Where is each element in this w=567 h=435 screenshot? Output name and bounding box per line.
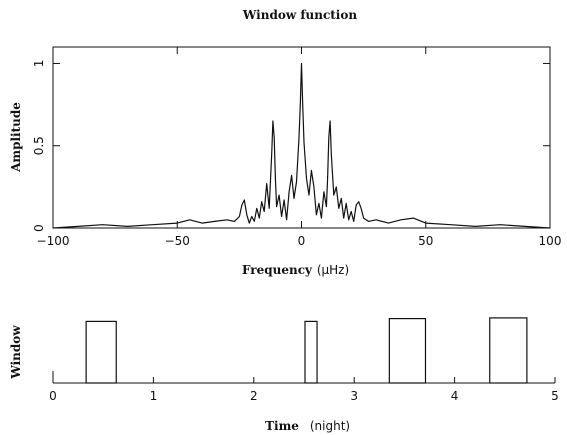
observing-window-bar	[85, 320, 117, 384]
time-tick-label: 4	[451, 389, 459, 403]
x-axis-label: Frequency	[242, 263, 313, 277]
time-x-ticks: 0 1 2 3 4 5	[49, 377, 559, 403]
y-axis-label: Amplitude	[9, 102, 23, 173]
time-tick-label: 0	[49, 389, 57, 403]
time-tick-label: 3	[350, 389, 358, 403]
y-tick-label: 1	[32, 60, 46, 68]
x-tick-label: −100	[37, 234, 70, 248]
y-tick-label: 0	[32, 224, 46, 232]
time-tick-label: 2	[250, 389, 258, 403]
spectrum-chart: Window function −100 −50 0 50 100 00.51 Ampl…	[9, 8, 561, 277]
window-chart: 0 1 2 3 4 5 Window Time (night)	[9, 317, 559, 433]
x-tick-label: −50	[165, 234, 190, 248]
spectrum-y-ticks: 00.51	[32, 60, 550, 232]
x-tick-label: 100	[539, 234, 562, 248]
time-tick-label: 1	[150, 389, 158, 403]
x-tick-label: 0	[298, 234, 306, 248]
time-axis-unit: (night)	[310, 419, 350, 433]
time-tick-label: 5	[551, 389, 559, 403]
observing-window-bar	[489, 317, 528, 384]
observing-window-bar	[388, 318, 427, 384]
time-axis-label: Time	[265, 419, 299, 433]
window-y-axis-label: Window	[9, 325, 23, 380]
spectrum-x-ticks: −100 −50 0 50 100	[37, 47, 562, 248]
observing-window-bar	[304, 320, 318, 384]
window-function-trace	[52, 62, 551, 229]
y-tick-label: 0.5	[32, 136, 46, 155]
observing-windows	[85, 317, 528, 384]
chart-title: Window function	[242, 8, 357, 22]
x-axis-unit: (μHz)	[317, 263, 349, 277]
x-tick-label: 50	[418, 234, 433, 248]
